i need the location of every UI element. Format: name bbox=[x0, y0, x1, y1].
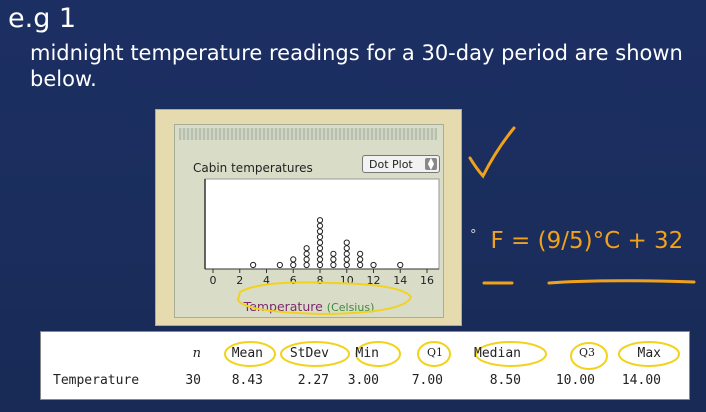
circle-median bbox=[475, 341, 547, 367]
conversion-formula: ° F = (9/5)°C + 32 bbox=[470, 228, 683, 254]
x-tick-label: 16 bbox=[420, 274, 434, 287]
data-dot bbox=[357, 250, 364, 257]
stats-value-7: 14.00 bbox=[621, 373, 661, 388]
stats-header-3: Min bbox=[355, 346, 379, 361]
data-dot bbox=[397, 261, 404, 269]
stats-header-5: Median bbox=[474, 346, 521, 361]
stats-value-6: 10.00 bbox=[555, 373, 595, 388]
stats-value-2: 2.27 bbox=[297, 373, 329, 388]
axis-label-circle bbox=[236, 281, 413, 316]
stats-value-3: 3.00 bbox=[347, 373, 379, 388]
x-tick-label: 6 bbox=[290, 274, 297, 287]
circle-max bbox=[618, 341, 680, 367]
x-tick-label: 4 bbox=[263, 274, 270, 287]
formula-text: F = (9/5)°C + 32 bbox=[490, 228, 684, 254]
data-dot bbox=[370, 261, 377, 269]
circle-q1 bbox=[417, 341, 451, 367]
data-dot bbox=[276, 261, 283, 269]
underline-annotation-right bbox=[547, 279, 696, 285]
circle-mean bbox=[224, 341, 276, 367]
dot-plot-panel: Cabin temperatures Dot Plot ▲ ▼ 0 2 4 6 8 10 12… bbox=[174, 124, 444, 318]
slide-heading: e.g 1 bbox=[8, 3, 77, 34]
x-tick-label: 8 bbox=[317, 274, 324, 287]
stats-header-1: Mean bbox=[231, 346, 263, 361]
stats-value-0: 30 bbox=[185, 373, 201, 388]
stats-value-1: 8.43 bbox=[231, 373, 263, 388]
x-tick-label: 14 bbox=[393, 274, 407, 287]
data-dot bbox=[250, 261, 257, 269]
dot-plot-window: Cabin temperatures Dot Plot ▲ ▼ 0 2 4 6 8 10 12… bbox=[155, 109, 462, 326]
stats-header-4: Q1 bbox=[426, 346, 443, 359]
plot-title-bar bbox=[179, 128, 437, 140]
data-dot bbox=[330, 250, 337, 257]
stats-header-6: Q3 bbox=[578, 346, 595, 359]
plot-type-selector[interactable]: Dot Plot ▲ ▼ bbox=[362, 155, 440, 173]
checkmark-annotation bbox=[468, 126, 516, 179]
data-dot bbox=[343, 239, 350, 246]
x-tick-label: 2 bbox=[236, 274, 243, 287]
circle-stdev bbox=[280, 341, 350, 367]
circle-min bbox=[355, 341, 401, 367]
data-dot bbox=[290, 256, 297, 263]
x-tick-label: 12 bbox=[367, 274, 381, 287]
stats-header-0: n bbox=[192, 346, 201, 361]
stats-row-label: Temperature bbox=[53, 373, 140, 388]
x-axis-label: Temperature (Celsius) bbox=[243, 299, 375, 314]
plot-type-label: Dot Plot bbox=[369, 158, 413, 171]
slide-body-text: midnight temperature readings for a 30-d… bbox=[30, 41, 683, 91]
summary-stats-table: n Mean StDev Min Q1 Median Q3 Max Temperature 30 8… bbox=[40, 331, 690, 400]
stats-circles bbox=[224, 341, 680, 370]
stats-value-4: 7.00 bbox=[411, 373, 443, 388]
stats-header-7: Max bbox=[637, 346, 661, 361]
stats-header-2: StDev bbox=[289, 346, 329, 361]
plot-title: Cabin temperatures bbox=[193, 161, 313, 175]
circle-q3 bbox=[570, 342, 608, 370]
stats-value-5: 8.50 bbox=[489, 373, 521, 388]
formula-bullet: ° bbox=[470, 228, 477, 243]
chevron-updown-icon: ▲ ▼ bbox=[425, 157, 437, 171]
x-axis-label-unit: (Celsius) bbox=[327, 301, 375, 314]
x-tick-label: 0 bbox=[210, 274, 217, 287]
data-dot bbox=[316, 217, 324, 224]
data-dot bbox=[303, 245, 310, 252]
